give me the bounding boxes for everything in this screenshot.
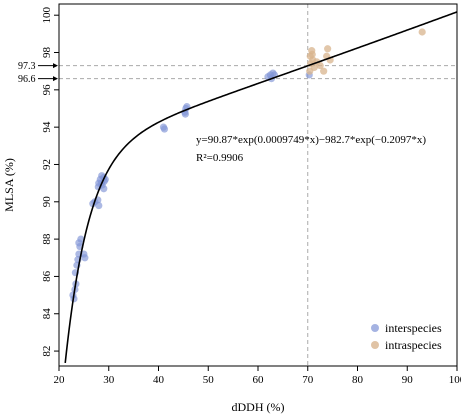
- legend-marker-intraspecies: [371, 341, 379, 349]
- x-tick-label: 90: [402, 374, 414, 386]
- legend-label-interspecies: interspecies: [385, 321, 442, 335]
- y-tick-label: 90: [41, 196, 53, 208]
- point-interspecies: [100, 185, 108, 193]
- y-axis-title: MLSA (%): [2, 158, 16, 212]
- ref-label: 97.3: [18, 61, 36, 72]
- point-intraspecies: [324, 45, 332, 53]
- ref-arrow-head: [53, 76, 58, 82]
- plot-frame: [58, 3, 458, 367]
- y-tick-label: 88: [41, 233, 53, 245]
- legend: interspecies intraspecies: [371, 321, 442, 352]
- point-intraspecies: [320, 67, 328, 75]
- reference-lines: 97.3 96.6: [18, 4, 457, 366]
- point-interspecies: [160, 125, 169, 133]
- x-axis: 20 30 40 50 60 70 80 90 100: [54, 366, 461, 386]
- point-interspecies: [181, 110, 189, 118]
- y-axis: 82 84 86 88 90 92 94 96 98 100: [41, 6, 59, 357]
- y-tick-label: 96: [41, 84, 53, 96]
- y-tick-label: 100: [41, 6, 53, 23]
- fit-r2: R²=0.9906: [196, 152, 244, 164]
- point-intraspecies: [316, 61, 324, 70]
- y-tick-label: 84: [41, 308, 53, 320]
- fit-equation: y=90.87*exp(0.0009749*x)−982.7*exp(−0.20…: [196, 134, 426, 146]
- point-intraspecies: [308, 50, 316, 58]
- y-tick-label: 92: [41, 159, 53, 170]
- point-intraspecies: [418, 28, 426, 36]
- point-intraspecies: [306, 67, 314, 75]
- x-tick-label: 60: [253, 374, 265, 386]
- x-tick-label: 70: [302, 374, 314, 386]
- point-interspecies: [95, 201, 103, 210]
- legend-label-intraspecies: intraspecies: [385, 338, 442, 352]
- ref-label: 96.6: [18, 74, 36, 85]
- ref-arrow-head: [53, 63, 58, 69]
- x-axis-title: dDDH (%): [232, 400, 285, 414]
- x-tick-label: 40: [153, 374, 165, 386]
- point-interspecies: [75, 239, 83, 247]
- x-tick-label: 20: [54, 374, 66, 386]
- fit-curve: [64, 11, 458, 363]
- y-tick-label: 86: [41, 270, 53, 282]
- x-tick-label: 30: [103, 374, 115, 386]
- x-tick-label: 100: [449, 374, 461, 386]
- y-tick-label: 82: [41, 346, 53, 357]
- y-tick-label: 98: [41, 47, 53, 59]
- legend-marker-interspecies: [371, 324, 379, 332]
- y-tick-label: 94: [41, 121, 53, 132]
- data-points: [69, 28, 426, 303]
- x-tick-label: 50: [203, 374, 215, 386]
- x-tick-label: 80: [352, 374, 364, 386]
